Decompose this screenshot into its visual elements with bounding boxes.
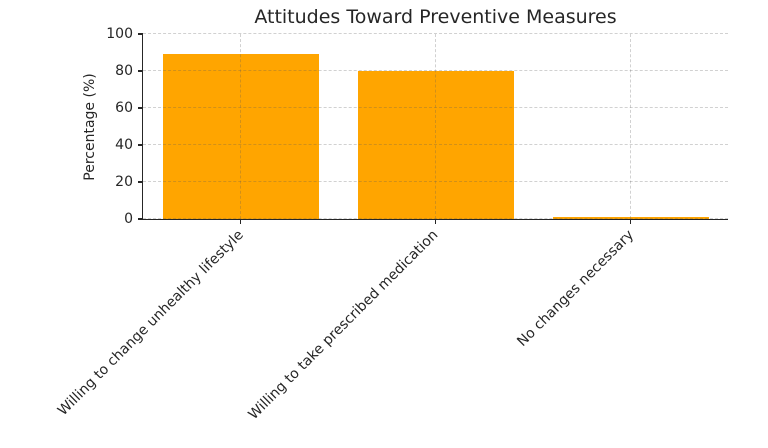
x-tick-label: Willing to change unhealthy lifestyle [54,227,247,419]
y-gridline [143,144,728,146]
y-tick-mark [138,181,143,183]
x-tick-mark [239,219,242,224]
y-gridline [143,218,728,220]
y-tick-mark [138,144,143,146]
y-axis-spine [141,34,143,221]
y-tick-mark [138,33,143,35]
x-tick-mark [434,219,437,224]
y-tick-label: 60 [115,100,133,116]
bar [552,217,709,219]
x-gridline [434,34,436,219]
bar [357,71,514,219]
y-gridline [143,70,728,72]
y-gridline [143,181,728,183]
x-gridline [629,34,631,219]
x-tick-label: Willing to take prescribed medication [245,227,442,423]
x-axis-spine [141,219,728,221]
y-tick-label: 20 [115,174,133,190]
x-tick-mark [629,219,632,224]
y-tick-label: 0 [124,211,133,227]
y-tick-label: 40 [115,137,133,153]
y-tick-label: 80 [115,63,133,79]
chart-title: Attitudes Toward Preventive Measures [254,6,617,28]
y-tick-mark [138,218,143,220]
y-tick-label: 100 [106,26,133,42]
y-gridline [143,33,728,35]
x-gridline [239,34,241,219]
y-tick-mark [138,70,143,72]
bar [162,54,319,219]
y-tick-mark [138,107,143,109]
y-gridline [143,107,728,109]
y-axis-label: Percentage (%) [82,72,98,181]
x-tick-label: No changes necessary [513,227,637,350]
